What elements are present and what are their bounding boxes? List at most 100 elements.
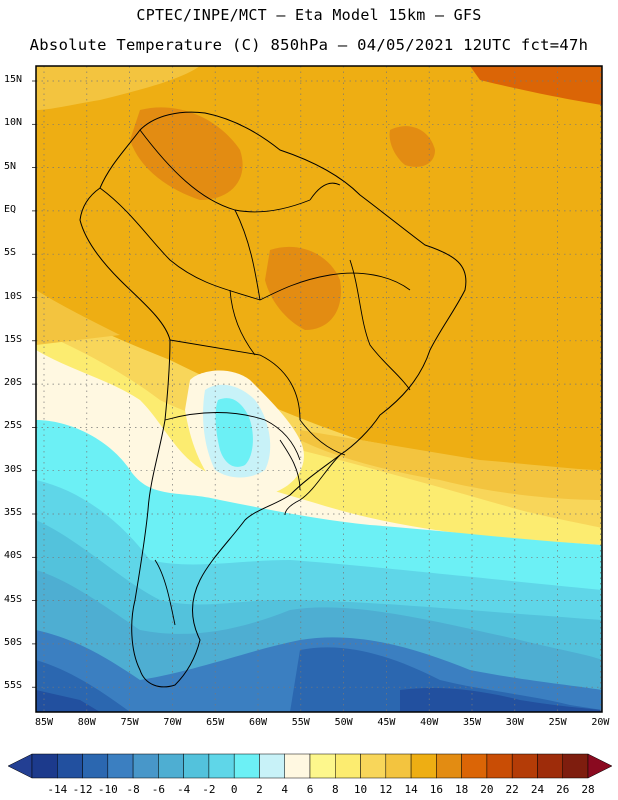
lon-tick-label: 35W — [462, 717, 482, 728]
colorbar-tick-label: -12 — [72, 783, 93, 796]
border-path — [299, 419, 346, 456]
zone-20-b — [265, 246, 341, 330]
lon-tick-label: 60W — [248, 717, 268, 728]
colorbar-tick-label: 12 — [379, 783, 393, 796]
colorbar-tick-label: 6 — [306, 783, 314, 796]
lon-tick-label: 45W — [377, 717, 396, 728]
lon-tick-label: 80W — [77, 717, 96, 728]
lat-tick-label: 5S — [4, 247, 17, 259]
map-frame — [35, 65, 603, 713]
colorbar-swatch — [158, 753, 184, 779]
lat-tick-label: 30S — [4, 463, 23, 475]
border-path — [284, 454, 341, 516]
lon-tick-label: 65W — [206, 717, 225, 728]
colorbar-tick-label: 2 — [256, 783, 263, 796]
colorbar-swatch — [208, 753, 235, 779]
colorbar-swatch — [436, 753, 462, 779]
colorbar-tick-label: 22 — [505, 783, 519, 796]
border-path — [259, 272, 411, 301]
temperature-field — [36, 66, 602, 712]
colorbar-swatch — [132, 753, 159, 779]
colorbar-tick-label: 26 — [556, 783, 570, 796]
title-line-1: CPTEC/INPE/MCT – Eta Model 15km – GFS — [136, 6, 482, 24]
zone-20-c — [389, 126, 435, 167]
colorbar-tick-label: 14 — [404, 783, 418, 796]
title-line-2: Absolute Temperature (C) 850hPa – 04/05/… — [29, 36, 589, 54]
zone-16-w — [36, 290, 120, 345]
lon-tick-label: 85W — [34, 717, 54, 728]
lon-tick-label: 75W — [120, 717, 139, 728]
colorbar-tick-label: 28 — [581, 783, 595, 796]
lon-tick-label: 50W — [334, 717, 353, 728]
graticule — [32, 66, 602, 712]
border-path — [164, 412, 301, 461]
lat-tick-label: 45S — [4, 593, 23, 605]
zone-16 — [300, 430, 602, 500]
border-path — [169, 339, 301, 421]
colorbar-swatch — [360, 753, 387, 779]
colorbar-swatch — [461, 753, 488, 779]
colorbar-tick-label: -10 — [97, 783, 118, 796]
colorbar-tick-label: -2 — [202, 783, 216, 796]
lat-tick-label: EQ — [4, 203, 17, 215]
colorbar-tick-label: -14 — [47, 783, 68, 796]
lat-tick-label: 35S — [4, 507, 23, 518]
border-path — [139, 129, 311, 213]
lon-tick-label: 40W — [420, 717, 439, 728]
border-path — [349, 259, 411, 391]
border-path — [234, 209, 261, 301]
colorbar-tick-label: -6 — [151, 783, 165, 796]
lat-tick-label: 10N — [4, 117, 23, 129]
zone-16-n — [36, 66, 200, 110]
colorbar-tick-label: 18 — [455, 783, 469, 796]
colorbar-swatch — [31, 753, 58, 779]
border-path — [154, 559, 176, 626]
south-america-coastline — [79, 111, 467, 688]
colorbar-swatch — [82, 753, 109, 779]
colorbar-swatch — [233, 753, 260, 779]
colorbar-swatch — [57, 753, 83, 779]
lat-tick-label: 15N — [4, 74, 23, 85]
lat-tick-label: 5N — [4, 160, 17, 172]
border-path — [279, 439, 301, 491]
colorbar-swatch — [107, 753, 134, 779]
zone-22 — [470, 66, 602, 105]
colorbar-tick-label: -4 — [177, 783, 191, 796]
colorbar-swatch — [335, 753, 361, 779]
colorbar-swatch — [259, 753, 285, 779]
zone-arg-4 — [215, 398, 253, 467]
lat-tick-label: 15S — [4, 333, 23, 345]
lon-tick-label: 55W — [291, 717, 310, 728]
colorbar-swatch — [183, 753, 210, 779]
lat-tick-label: 10S — [4, 290, 23, 302]
lat-tick-label: 25S — [4, 420, 23, 432]
lon-tick-label: 30W — [505, 717, 524, 728]
coastlines — [79, 111, 467, 688]
zone-minus8 — [36, 688, 602, 712]
colorbar-swatch — [410, 753, 437, 779]
colorbar-tick-label: 20 — [480, 783, 494, 796]
colorbar-tick-label: 0 — [230, 783, 238, 796]
colorbar-over-arrow — [587, 753, 613, 779]
colorbar-swatch — [486, 753, 513, 779]
border-path — [309, 182, 341, 201]
lat-tick-label: 20S — [4, 377, 23, 389]
colorbar-tick-label: 24 — [530, 783, 545, 796]
colorbar-swatch — [309, 753, 336, 779]
lon-tick-label: 70W — [163, 717, 182, 728]
colorbar-swatch — [537, 753, 563, 779]
lat-tick-label: 40S — [4, 550, 23, 562]
lat-tick-label: 55S — [4, 680, 23, 692]
colorbar-swatch — [385, 753, 412, 779]
zone-20-a — [130, 107, 243, 200]
colorbar — [7, 753, 613, 779]
colorbar-swatch — [562, 753, 589, 779]
colorbar-tick-label: -8 — [126, 783, 140, 796]
lon-tick-label: 25W — [548, 717, 567, 728]
colorbar-swatch — [284, 753, 311, 779]
country-borders — [99, 129, 411, 626]
colorbar-tick-label: 8 — [331, 783, 339, 796]
colorbar-under-arrow — [7, 753, 33, 779]
lat-tick-label: 50S — [4, 636, 23, 648]
